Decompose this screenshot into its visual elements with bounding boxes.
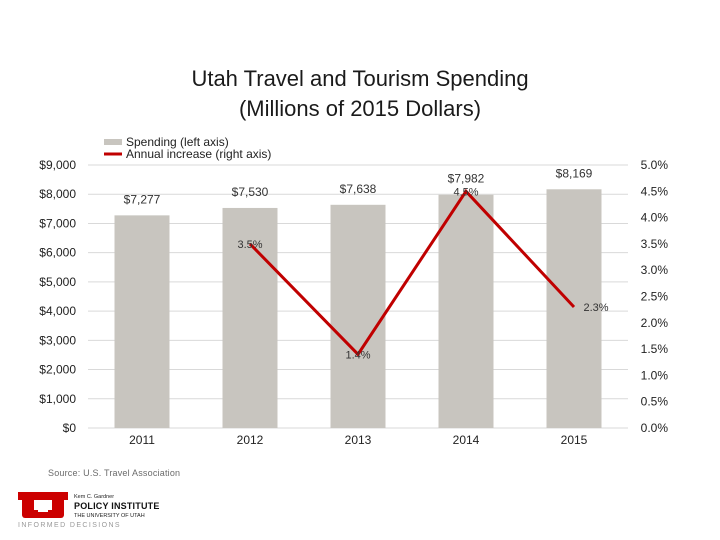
- legend-label-annual-increase: Annual increase (right axis): [126, 147, 271, 161]
- y-right-tick-label: 4.0%: [641, 211, 669, 225]
- y-right-tick-label: 3.0%: [641, 263, 669, 277]
- logo-text-line-1: Kem C. Gardner: [74, 494, 115, 500]
- y-left-tick-label: $7,000: [39, 216, 76, 230]
- bar: [330, 204, 386, 428]
- bar: [114, 215, 170, 428]
- bar-data-label: $7,982: [448, 172, 485, 186]
- x-tick-label: 2015: [561, 433, 588, 447]
- y-right-tick-label: 2.5%: [641, 290, 669, 304]
- y-left-tick-label: $6,000: [39, 246, 76, 260]
- y-left-tick-label: $9,000: [39, 158, 76, 172]
- y-right-tick-label: 4.5%: [641, 184, 669, 198]
- line-data-label: 4.5%: [453, 186, 478, 198]
- x-tick-label: 2011: [129, 433, 155, 447]
- bar: [546, 189, 602, 428]
- y-left-tick-label: $8,000: [39, 187, 76, 201]
- bar-data-label: $7,277: [124, 192, 161, 206]
- series-line-annual-increase: [248, 188, 576, 357]
- institute-logo: Kem C. Gardner POLICY INSTITUTE THE UNIV…: [18, 492, 178, 532]
- chart-title-line-2: (Millions of 2015 Dollars): [238, 96, 482, 121]
- bar-data-label: $7,638: [340, 182, 377, 196]
- x-tick-label: 2012: [237, 433, 264, 447]
- y-left-tick-label: $5,000: [39, 275, 76, 289]
- logo-text-line-2: POLICY INSTITUTE: [74, 501, 160, 511]
- source-note: Source: U.S. Travel Association: [48, 468, 181, 478]
- y-right-tick-label: 2.0%: [641, 316, 669, 330]
- x-tick-label: 2013: [345, 433, 372, 447]
- y-left-tick-label: $2,000: [39, 363, 76, 377]
- logo-text-line-4: INFORMED DECISIONS: [18, 522, 121, 529]
- chart-title: Utah Travel and Tourism Spending (Millio…: [0, 64, 720, 124]
- y-left-tick-label: $0: [63, 421, 77, 435]
- bar-data-label: $8,169: [556, 166, 593, 180]
- y-left-tick-label: $3,000: [39, 333, 76, 347]
- line-data-label: 2.3%: [583, 302, 608, 314]
- chart-title-line-1: Utah Travel and Tourism Spending: [191, 66, 529, 91]
- logo-text-line-3: THE UNIVERSITY OF UTAH: [74, 513, 145, 519]
- bar-data-label: $7,530: [232, 185, 269, 199]
- y-right-tick-label: 0.5%: [641, 395, 669, 409]
- line-data-label: 3.5%: [237, 239, 262, 251]
- y-right-tick-label: 5.0%: [641, 158, 669, 172]
- legend-swatch-spending: [104, 139, 122, 145]
- x-tick-label: 2014: [453, 433, 480, 447]
- y-right-tick-label: 3.5%: [641, 237, 669, 251]
- y-right-tick-label: 1.5%: [641, 342, 669, 356]
- bar: [438, 194, 494, 428]
- y-left-tick-label: $1,000: [39, 392, 76, 406]
- y-right-tick-label: 0.0%: [641, 421, 669, 435]
- university-u-logo-icon: [18, 492, 68, 518]
- y-left-tick-label: $4,000: [39, 304, 76, 318]
- legend-label-spending: Spending (left axis): [126, 135, 229, 149]
- y-right-tick-label: 1.0%: [641, 368, 669, 382]
- line-data-label: 1.4%: [345, 349, 370, 361]
